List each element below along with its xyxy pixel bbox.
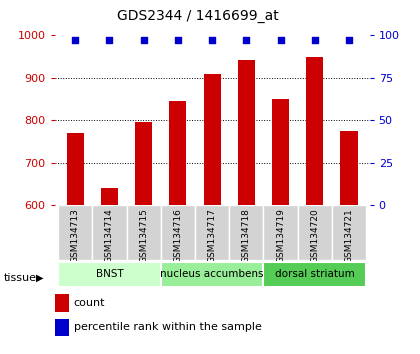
Text: nucleus accumbens: nucleus accumbens xyxy=(160,269,264,279)
Text: GSM134719: GSM134719 xyxy=(276,208,285,263)
Text: GDS2344 / 1416699_at: GDS2344 / 1416699_at xyxy=(116,9,278,23)
FancyBboxPatch shape xyxy=(195,205,229,260)
Bar xyxy=(272,99,289,205)
FancyBboxPatch shape xyxy=(263,262,366,287)
FancyBboxPatch shape xyxy=(332,205,366,260)
Text: BNST: BNST xyxy=(95,269,123,279)
Text: GSM134720: GSM134720 xyxy=(310,208,319,263)
Point xyxy=(312,38,318,43)
Point xyxy=(140,38,147,43)
Point xyxy=(346,38,352,43)
Bar xyxy=(135,122,152,205)
FancyBboxPatch shape xyxy=(298,205,332,260)
Point xyxy=(106,38,113,43)
Bar xyxy=(169,101,186,205)
Point xyxy=(277,38,284,43)
FancyBboxPatch shape xyxy=(161,262,263,287)
Text: GSM134721: GSM134721 xyxy=(344,208,354,263)
Text: GSM134715: GSM134715 xyxy=(139,208,148,263)
Bar xyxy=(67,133,84,205)
FancyBboxPatch shape xyxy=(263,205,298,260)
FancyBboxPatch shape xyxy=(92,205,126,260)
Text: ▶: ▶ xyxy=(36,273,44,283)
Point xyxy=(174,38,181,43)
Point xyxy=(243,38,250,43)
FancyBboxPatch shape xyxy=(58,205,92,260)
FancyBboxPatch shape xyxy=(229,205,263,260)
Text: GSM134718: GSM134718 xyxy=(242,208,251,263)
Text: GSM134716: GSM134716 xyxy=(173,208,182,263)
FancyBboxPatch shape xyxy=(58,262,161,287)
Text: tissue: tissue xyxy=(4,273,37,283)
Bar xyxy=(341,131,357,205)
Bar xyxy=(101,188,118,205)
FancyBboxPatch shape xyxy=(126,205,161,260)
Text: GSM134717: GSM134717 xyxy=(207,208,217,263)
Bar xyxy=(306,57,323,205)
Text: percentile rank within the sample: percentile rank within the sample xyxy=(74,322,261,332)
Bar xyxy=(204,74,220,205)
Bar xyxy=(238,60,255,205)
Text: count: count xyxy=(74,298,105,308)
Text: GSM134713: GSM134713 xyxy=(71,208,80,263)
Point xyxy=(209,38,215,43)
FancyBboxPatch shape xyxy=(161,205,195,260)
Text: GSM134714: GSM134714 xyxy=(105,208,114,263)
Text: dorsal striatum: dorsal striatum xyxy=(275,269,355,279)
Point xyxy=(72,38,79,43)
